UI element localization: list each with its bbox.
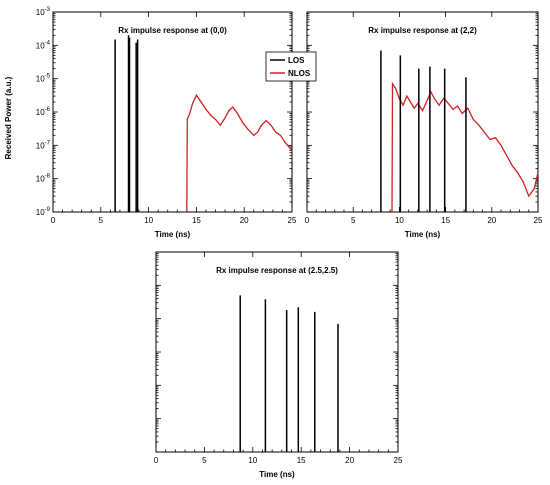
x-tick-label: 15 (297, 456, 306, 465)
legend: LOS NLOS (265, 51, 317, 82)
y-tick-label: 10-5 (36, 74, 51, 84)
x-tick-label: 0 (154, 456, 159, 465)
x-tick-label: 15 (192, 216, 201, 225)
x-tick-label: 25 (288, 216, 297, 225)
x-tick-label: 20 (487, 216, 496, 225)
y-tick-label: 10-4 (36, 40, 51, 50)
y-tick-label: 10-7 (36, 140, 51, 150)
chart-title: Rx impulse response at (2,2) (368, 26, 477, 35)
nlos-series-line (186, 93, 293, 213)
x-tick-label: 5 (99, 216, 104, 225)
x-tick-label: 10 (395, 216, 404, 225)
y-tick-label: 10-9 (36, 207, 51, 217)
x-tick-label: 5 (351, 216, 356, 225)
plot-frame (155, 251, 399, 453)
y-axis-label: Received Power (a.u.) (4, 76, 13, 159)
x-tick-label: 5 (202, 456, 207, 465)
x-tick-label: 25 (534, 216, 543, 225)
x-axis-label: Time (ns) (155, 230, 191, 239)
y-tick-label: 10-3 (36, 7, 51, 17)
legend-box (265, 51, 317, 82)
plot-frame (306, 11, 539, 213)
legend-los-label: LOS (288, 56, 305, 65)
chart-title: Rx impulse response at (0,0) (118, 26, 227, 35)
legend-nlos-label: NLOS (288, 69, 311, 78)
plot-frame (52, 11, 293, 213)
chart-title: Rx impulse response at (2.5,2.5) (216, 266, 338, 275)
x-tick-label: 10 (144, 216, 153, 225)
chart-panel-0-0: 0 5 10 15 20 25 10-9 10-8 10-7 10-6 10-5 10-4 10-3 Rx… (36, 7, 297, 239)
x-tick-label: 25 (394, 456, 403, 465)
x-axis-label: Time (ns) (259, 470, 295, 479)
x-tick-label: 15 (441, 216, 450, 225)
chart-panel-2-2: 0 5 10 15 20 25 Rx impulse response at (2,2) Ti… (305, 11, 543, 239)
x-tick-label: 0 (305, 216, 310, 225)
y-tick-label: 10-6 (36, 107, 51, 117)
x-axis-label: Time (ns) (405, 230, 441, 239)
y-tick-label: 10-8 (36, 174, 51, 184)
x-tick-label: 20 (240, 216, 249, 225)
chart-panel-2-5: 0 5 10 15 20 25 Rx impulse response at (2.5,2.… (154, 251, 403, 479)
x-tick-label: 0 (51, 216, 56, 225)
x-tick-label: 10 (248, 456, 257, 465)
nlos-series-line (391, 81, 539, 213)
x-tick-label: 20 (345, 456, 354, 465)
